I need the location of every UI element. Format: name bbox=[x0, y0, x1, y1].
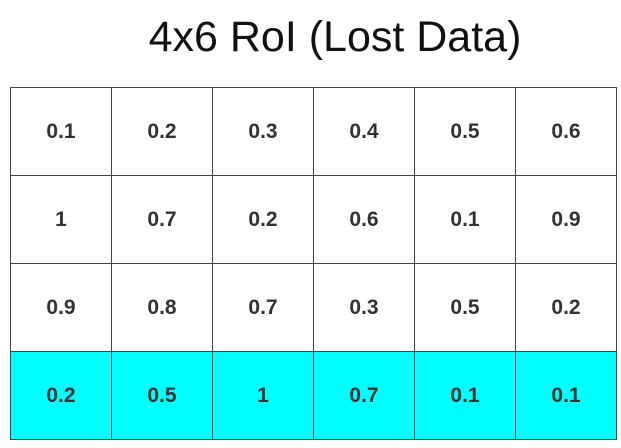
grid-cell: 0.9 bbox=[515, 175, 617, 264]
grid-cell: 0.1 bbox=[10, 87, 112, 176]
grid-row-2: 0.9 0.8 0.7 0.3 0.5 0.2 bbox=[10, 263, 617, 352]
grid-cell: 0.1 bbox=[414, 175, 516, 264]
grid-cell: 0.5 bbox=[111, 351, 213, 440]
diagram-title: 4x6 RoI (Lost Data) bbox=[148, 13, 522, 61]
grid-row-0: 0.1 0.2 0.3 0.4 0.5 0.6 bbox=[10, 87, 617, 176]
grid-cell: 0.1 bbox=[414, 351, 516, 440]
grid-cell: 1 bbox=[10, 175, 112, 264]
grid-cell: 0.3 bbox=[313, 263, 415, 352]
grid-cell: 0.6 bbox=[515, 87, 617, 176]
grid-cell: 0.2 bbox=[212, 175, 314, 264]
grid-cell: 0.1 bbox=[515, 351, 617, 440]
grid-cell: 0.2 bbox=[515, 263, 617, 352]
grid-row-1: 1 0.7 0.2 0.6 0.1 0.9 bbox=[10, 175, 617, 264]
roi-grid: 0.1 0.2 0.3 0.4 0.5 0.6 1 0.7 0.2 0.6 0.… bbox=[10, 87, 617, 440]
grid-cell: 0.5 bbox=[414, 87, 516, 176]
grid-cell: 0.7 bbox=[313, 351, 415, 440]
grid-cell: 0.4 bbox=[313, 87, 415, 176]
grid-cell: 0.7 bbox=[111, 175, 213, 264]
grid-cell: 0.2 bbox=[10, 351, 112, 440]
grid-cell: 0.9 bbox=[10, 263, 112, 352]
grid-cell: 0.6 bbox=[313, 175, 415, 264]
grid-cell: 1 bbox=[212, 351, 314, 440]
grid-cell: 0.2 bbox=[111, 87, 213, 176]
grid-cell: 0.7 bbox=[212, 263, 314, 352]
grid-cell: 0.8 bbox=[111, 263, 213, 352]
grid-row-3-lost-data: 0.2 0.5 1 0.7 0.1 0.1 bbox=[10, 351, 617, 440]
grid-cell: 0.3 bbox=[212, 87, 314, 176]
grid-cell: 0.5 bbox=[414, 263, 516, 352]
